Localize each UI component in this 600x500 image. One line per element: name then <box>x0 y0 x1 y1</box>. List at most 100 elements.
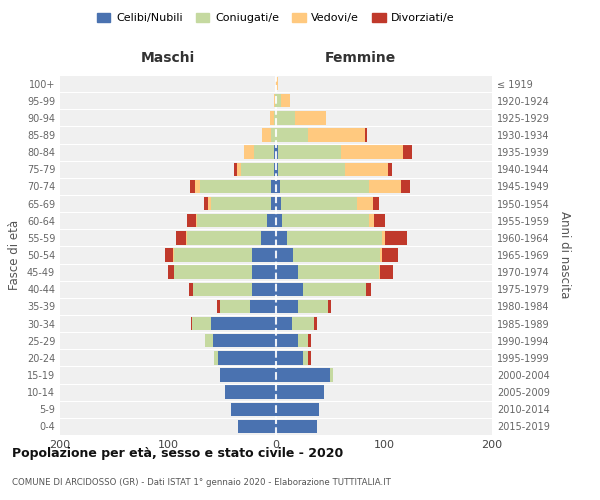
Bar <box>380 248 382 262</box>
Bar <box>276 317 292 330</box>
Bar <box>276 231 287 244</box>
Bar <box>254 146 274 159</box>
Bar <box>330 368 333 382</box>
Bar <box>369 180 401 193</box>
Bar <box>280 180 369 193</box>
Bar <box>283 214 369 228</box>
Bar <box>276 300 298 313</box>
Bar <box>388 162 392 176</box>
Bar <box>292 317 314 330</box>
Bar <box>252 248 276 262</box>
Bar <box>274 94 275 108</box>
Bar <box>271 128 276 141</box>
Bar <box>205 334 214 347</box>
Bar <box>237 162 241 176</box>
Bar <box>276 266 298 279</box>
Bar <box>401 180 410 193</box>
Bar <box>287 231 382 244</box>
Bar <box>187 214 196 228</box>
Bar <box>303 282 365 296</box>
Bar <box>250 300 276 313</box>
Bar <box>268 214 276 228</box>
Bar <box>276 334 298 347</box>
Bar <box>365 128 367 141</box>
Bar <box>252 282 276 296</box>
Bar <box>262 128 271 141</box>
Bar <box>382 248 398 262</box>
Bar <box>281 94 290 108</box>
Bar <box>214 351 218 364</box>
Bar <box>211 317 276 330</box>
Bar <box>276 402 319 416</box>
Bar <box>373 197 379 210</box>
Bar <box>165 248 173 262</box>
Bar <box>298 266 379 279</box>
Bar <box>276 111 295 124</box>
Bar <box>278 146 341 159</box>
Bar <box>380 266 392 279</box>
Bar <box>293 248 380 262</box>
Bar <box>298 334 308 347</box>
Bar <box>188 282 193 296</box>
Bar <box>173 248 175 262</box>
Text: Femmine: Femmine <box>325 51 395 65</box>
Bar <box>203 197 208 210</box>
Bar <box>276 94 281 108</box>
Bar <box>298 300 328 313</box>
Bar <box>252 266 276 279</box>
Bar <box>175 248 252 262</box>
Y-axis label: Anni di nascita: Anni di nascita <box>558 212 571 298</box>
Bar <box>274 146 276 159</box>
Bar <box>168 266 175 279</box>
Bar <box>276 351 303 364</box>
Bar <box>192 317 211 330</box>
Bar <box>276 146 278 159</box>
Bar <box>218 351 276 364</box>
Bar <box>261 231 276 244</box>
Y-axis label: Fasce di età: Fasce di età <box>8 220 21 290</box>
Bar <box>278 162 345 176</box>
Bar <box>275 94 276 108</box>
Bar <box>191 317 192 330</box>
Bar <box>276 214 283 228</box>
Bar <box>230 402 276 416</box>
Bar <box>328 300 331 313</box>
Bar <box>308 334 311 347</box>
Bar <box>176 231 187 244</box>
Bar <box>225 386 276 399</box>
Bar <box>217 300 220 313</box>
Bar <box>357 197 373 210</box>
Bar <box>271 197 276 210</box>
Text: Maschi: Maschi <box>141 51 195 65</box>
Bar <box>403 146 412 159</box>
Bar <box>369 214 374 228</box>
Bar <box>193 282 252 296</box>
Bar <box>190 180 195 193</box>
Bar <box>308 128 365 141</box>
Bar <box>314 317 317 330</box>
Bar <box>276 368 330 382</box>
Bar <box>276 77 278 90</box>
Bar <box>308 351 311 364</box>
Bar <box>276 162 278 176</box>
Bar <box>276 197 281 210</box>
Bar <box>197 214 268 228</box>
Bar <box>234 162 237 176</box>
Bar <box>214 334 276 347</box>
Bar <box>238 420 276 433</box>
Bar <box>274 111 276 124</box>
Bar <box>276 248 293 262</box>
Bar <box>276 420 317 433</box>
Bar <box>175 266 252 279</box>
Bar <box>345 162 388 176</box>
Text: COMUNE DI ARCIDOSSO (GR) - Dati ISTAT 1° gennaio 2020 - Elaborazione TUTTITALIA.: COMUNE DI ARCIDOSSO (GR) - Dati ISTAT 1°… <box>12 478 391 487</box>
Bar <box>276 128 308 141</box>
Bar <box>187 231 261 244</box>
Bar <box>195 180 200 193</box>
Bar <box>365 282 371 296</box>
Bar <box>281 197 357 210</box>
Bar <box>374 214 385 228</box>
Bar <box>196 214 197 228</box>
Bar <box>271 180 276 193</box>
Bar <box>241 162 274 176</box>
